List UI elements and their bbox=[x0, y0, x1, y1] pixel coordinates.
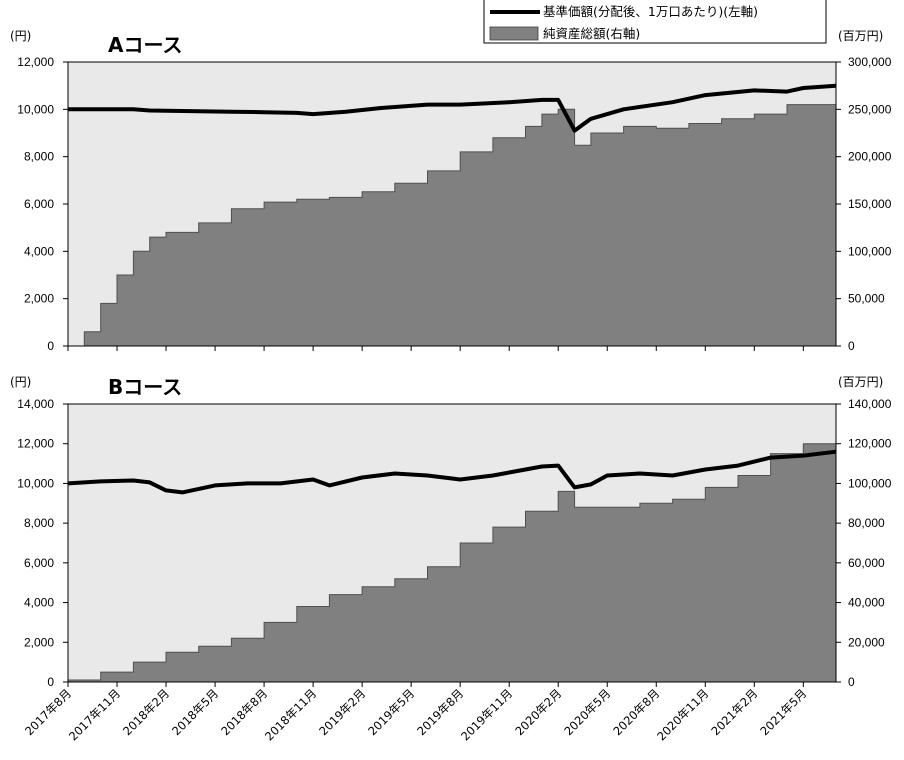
chart-b-right-tick-label: 120,000 bbox=[848, 437, 892, 451]
chart-a-left-tick-label: 0 bbox=[47, 339, 54, 353]
chart-a-left-tick-label: 12,000 bbox=[17, 55, 54, 69]
x-axis-label: 2018年8月 bbox=[218, 686, 270, 738]
x-axis-label: 2020年5月 bbox=[561, 686, 613, 738]
chart-a-right-tick-label: 0 bbox=[848, 339, 855, 353]
x-axis-label: 2020年8月 bbox=[610, 686, 662, 738]
chart-a-right-unit: (百万円) bbox=[838, 29, 883, 43]
chart-b-net-assets-area bbox=[67, 431, 837, 683]
legend-nav-label: 基準価額(分配後、1万口あたり)(左軸) bbox=[543, 4, 758, 19]
chart-a-title: Aコース bbox=[108, 33, 182, 57]
chart-a-right-tick-label: 150,000 bbox=[848, 197, 892, 211]
x-axis-label: 2021年5月 bbox=[757, 686, 809, 738]
x-axis-label: 2018年5月 bbox=[169, 686, 221, 738]
chart-a-left-tick-label: 4,000 bbox=[24, 244, 54, 258]
chart-b-right-tick-label: 80,000 bbox=[848, 516, 885, 530]
chart-a-right-tick-label: 50,000 bbox=[848, 292, 885, 306]
chart-b-right-tick-label: 40,000 bbox=[848, 596, 885, 610]
x-axis-label: 2019年8月 bbox=[414, 686, 466, 738]
chart-a-nav-line bbox=[68, 83, 837, 133]
chart-b-left-tick-label: 2,000 bbox=[24, 635, 54, 649]
chart-b-left-tick-label: 0 bbox=[47, 675, 54, 689]
x-axis-label: 2018年11月 bbox=[262, 686, 319, 743]
chart-a-left-tick-label: 8,000 bbox=[24, 150, 54, 164]
chart-b-left-tick-label: 12,000 bbox=[17, 437, 54, 451]
chart-b-left-tick-label: 8,000 bbox=[24, 516, 54, 530]
chart-a-right-tick-label: 100,000 bbox=[848, 244, 892, 258]
chart-b-right-tick-label: 20,000 bbox=[848, 635, 885, 649]
chart-a-left-unit: (円) bbox=[10, 29, 31, 43]
chart-a-right-tick-label: 200,000 bbox=[848, 150, 892, 164]
chart-b-right-unit: (百万円) bbox=[838, 375, 883, 389]
x-axis-label: 2020年2月 bbox=[512, 686, 564, 738]
chart-a-right-tick-label: 250,000 bbox=[848, 102, 892, 116]
x-axis-label: 2018年2月 bbox=[120, 686, 172, 738]
x-axis-label: 2019年5月 bbox=[365, 686, 417, 738]
chart-a-right-tick-label: 300,000 bbox=[848, 55, 892, 69]
chart-b-left-tick-label: 14,000 bbox=[17, 397, 54, 411]
legend: 基準価額(分配後、1万口あたり)(左軸) 純資産総額(右軸) bbox=[483, 0, 827, 44]
x-axis-label: 2019年2月 bbox=[316, 686, 368, 738]
x-axis-label: 2017年8月 bbox=[22, 686, 74, 738]
chart-a-net-assets-area bbox=[68, 85, 837, 347]
x-axis-label: 2021年2月 bbox=[708, 686, 760, 738]
x-axis-label: 2017年11月 bbox=[66, 686, 123, 743]
chart-a-left-tick-label: 6,000 bbox=[24, 197, 54, 211]
chart-b-right-tick-label: 0 bbox=[848, 675, 855, 689]
chart-b-left-tick-label: 10,000 bbox=[17, 476, 54, 490]
chart-b-left-tick-label: 6,000 bbox=[24, 556, 54, 570]
chart-b-left-unit: (円) bbox=[10, 375, 31, 389]
chart-b: 0 2,000 4,000 6,000 8,000 10,000 12,000 14,000 0… bbox=[17, 397, 891, 689]
chart-b-frame bbox=[67, 403, 837, 683]
chart-b-nav-line bbox=[67, 449, 837, 495]
legend-assets-label: 純資産総額(右軸) bbox=[543, 26, 640, 41]
chart-b-left-tick-label: 4,000 bbox=[24, 596, 54, 610]
x-axis-label: 2019年11月 bbox=[458, 686, 515, 743]
chart-b-right-tick-label: 100,000 bbox=[848, 476, 892, 490]
chart-a: 0 2,000 4,000 6,000 8,000 10,000 12,000 0 50,000… bbox=[17, 55, 891, 353]
chart-a-left-tick-label: 10,000 bbox=[17, 102, 54, 116]
chart-b-right-tick-label: 140,000 bbox=[848, 397, 892, 411]
x-axis-labels: 2017年8月2017年11月2018年2月2018年5月2018年8月2018… bbox=[22, 686, 809, 743]
chart-b-title: Bコース bbox=[108, 375, 182, 399]
chart-a-left-tick-label: 2,000 bbox=[24, 292, 54, 306]
legend-box bbox=[483, 0, 827, 44]
legend-area-swatch bbox=[489, 26, 539, 41]
x-axis-label: 2020年11月 bbox=[654, 686, 711, 743]
chart-b-right-tick-label: 60,000 bbox=[848, 556, 885, 570]
